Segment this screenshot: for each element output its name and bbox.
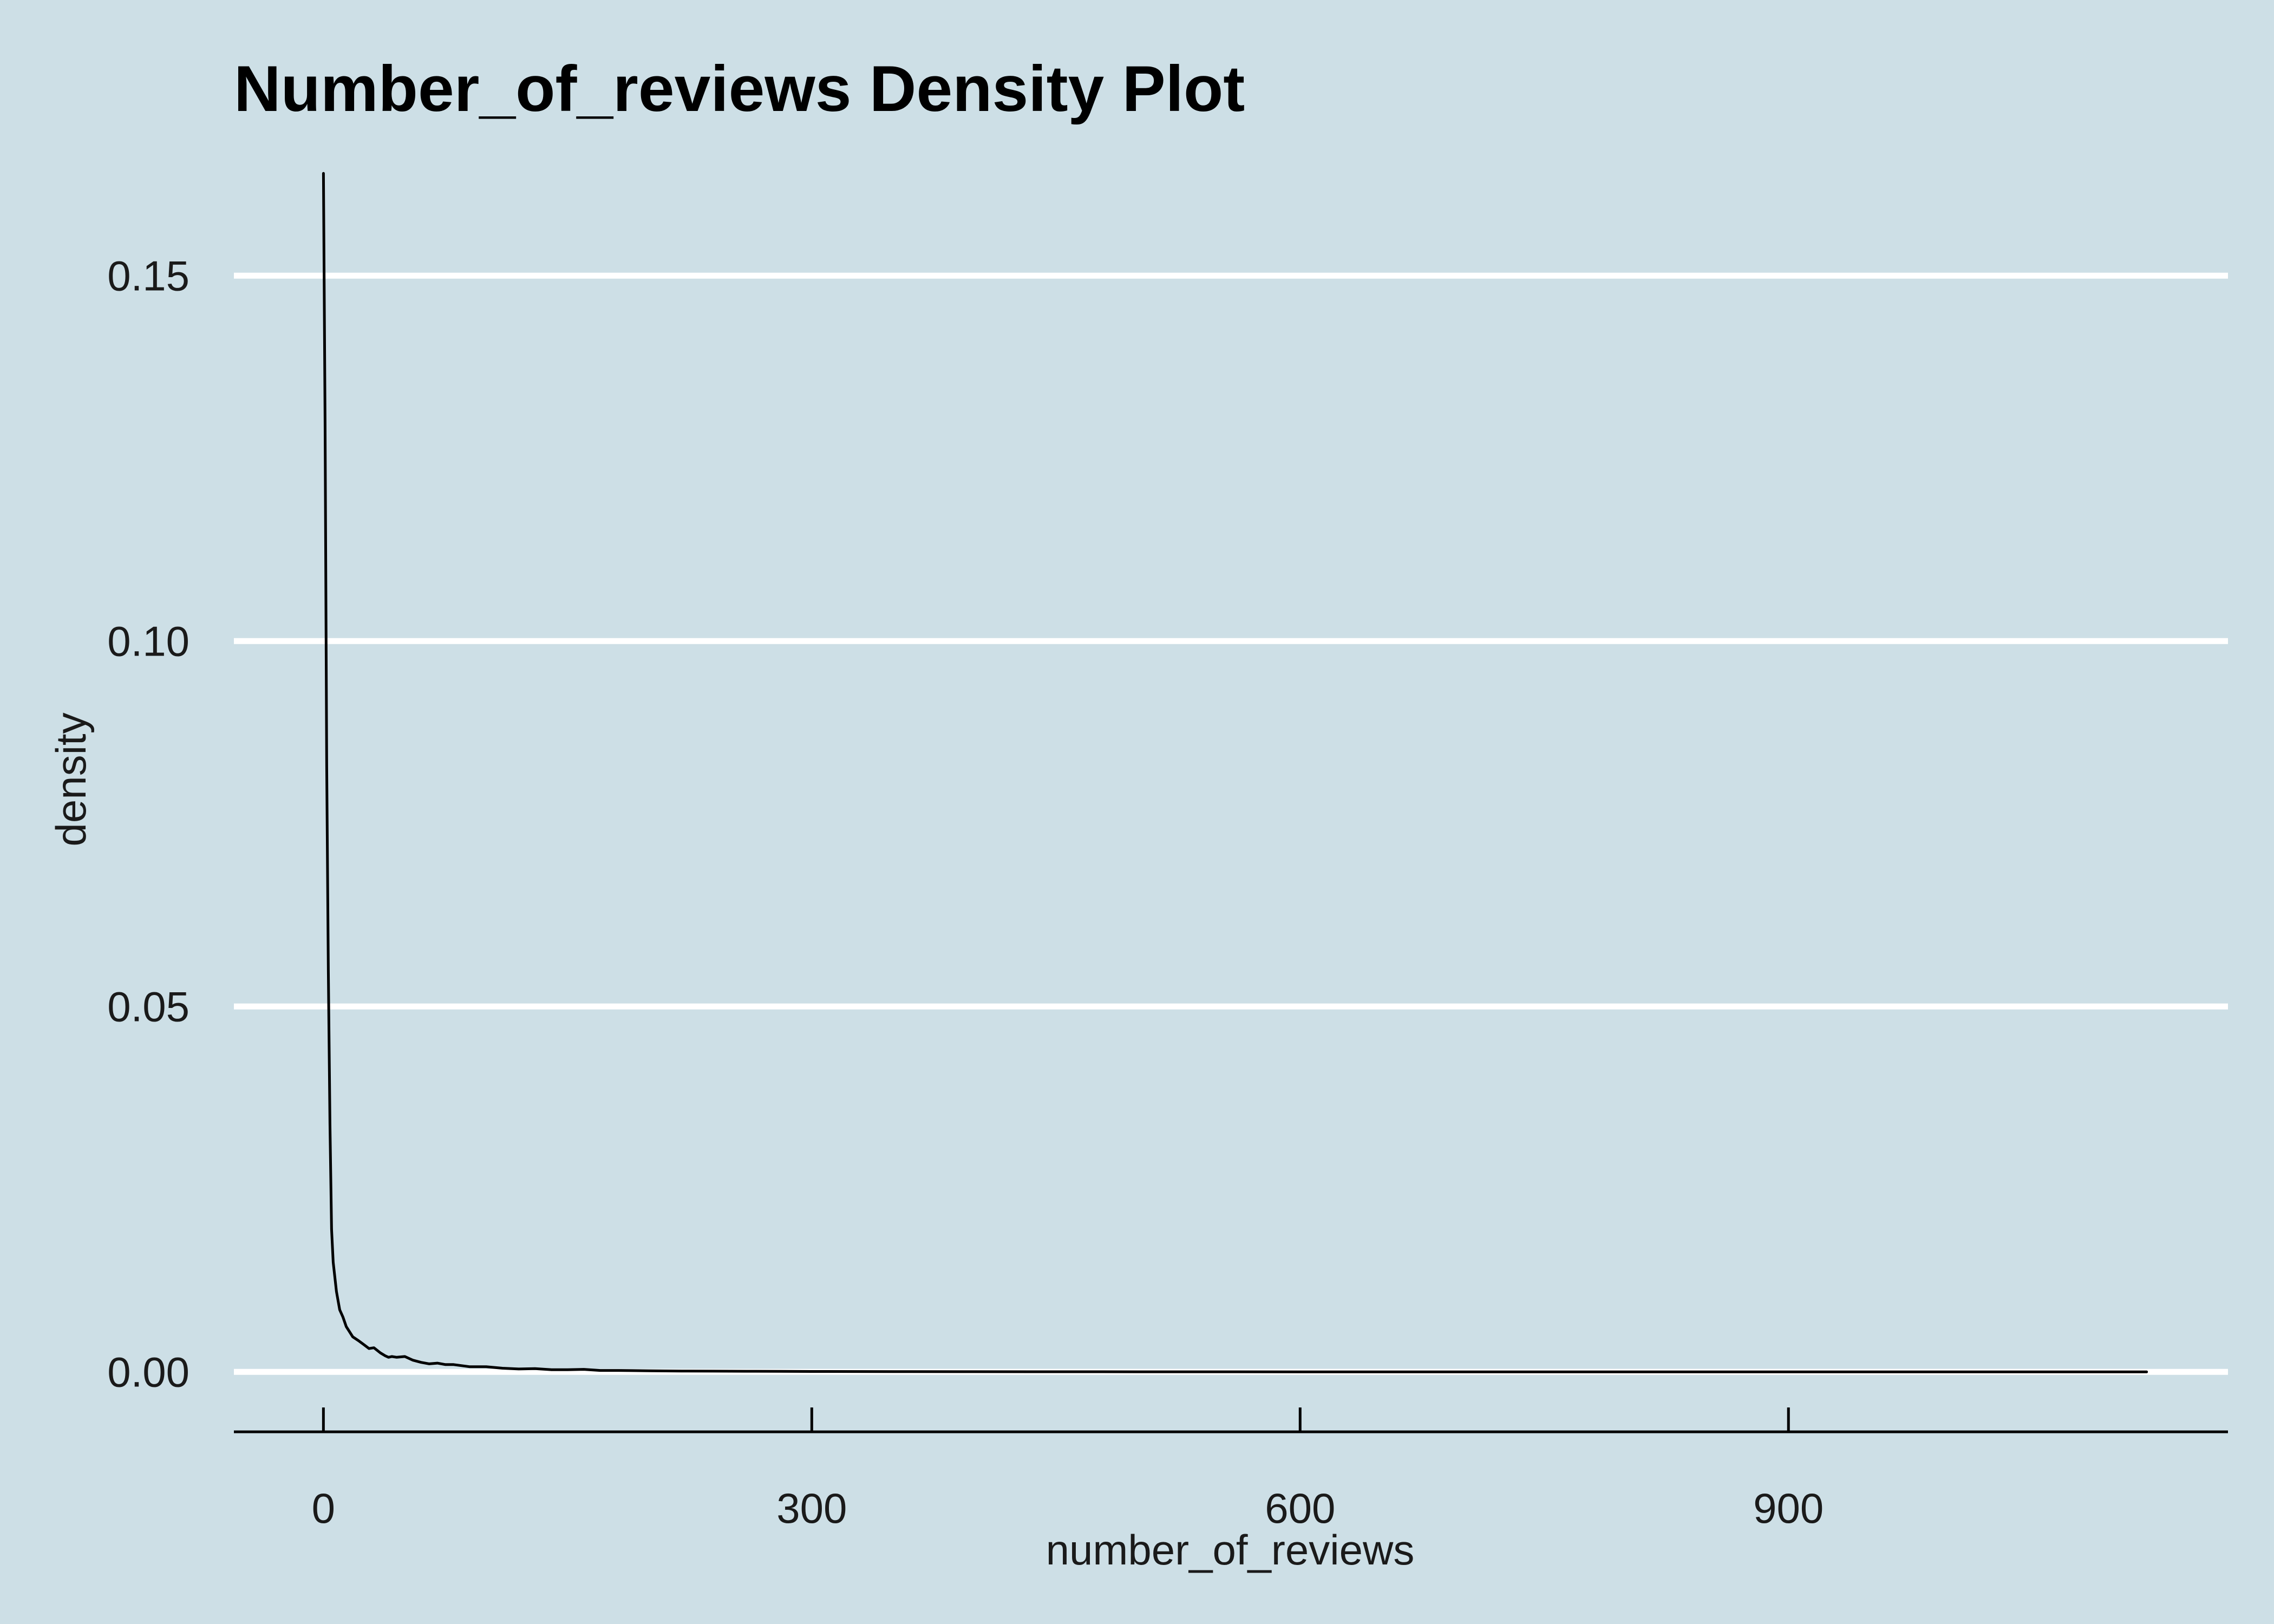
x-axis-title: number_of_reviews bbox=[1046, 1526, 1415, 1574]
density-line bbox=[322, 172, 2148, 1373]
y-axis-title: density bbox=[47, 712, 95, 846]
x-tick-label: 0 bbox=[312, 1484, 335, 1532]
y-tick-label: 0.00 bbox=[107, 1348, 190, 1396]
x-tick-label: 600 bbox=[1265, 1484, 1335, 1532]
y-tick-label: 0.10 bbox=[107, 617, 190, 665]
x-tick-label: 900 bbox=[1753, 1484, 1824, 1532]
y-axis: 0.00 0.05 0.10 0.15 bbox=[107, 252, 190, 1396]
x-tick-label: 300 bbox=[776, 1484, 847, 1532]
chart-title: Number_of_reviews Density Plot bbox=[234, 53, 1245, 125]
y-tick-label: 0.15 bbox=[107, 252, 190, 299]
y-tick-label: 0.05 bbox=[107, 983, 190, 1030]
x-axis: 0 300 600 900 bbox=[234, 1407, 2228, 1532]
